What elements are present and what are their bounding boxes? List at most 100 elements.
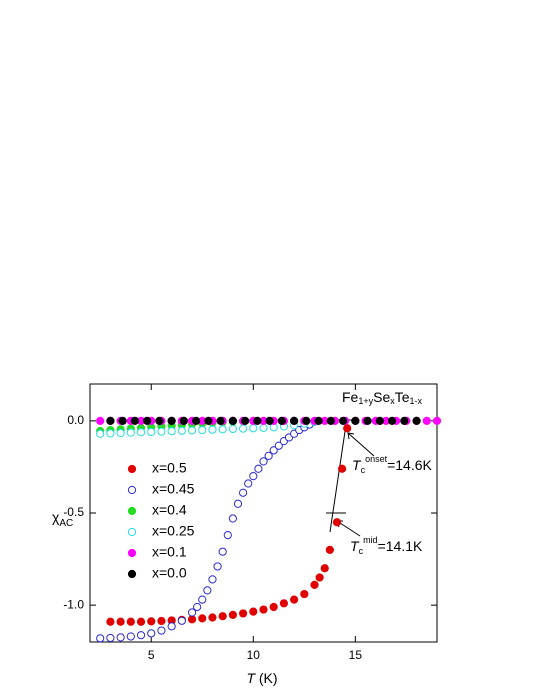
point (106, 617, 115, 626)
point (126, 632, 135, 641)
point (187, 615, 197, 624)
formula-part: 1+y (358, 396, 373, 406)
point (363, 416, 372, 425)
x-tick-label: 10 (247, 648, 261, 662)
point (106, 429, 115, 438)
point (179, 416, 188, 425)
point (126, 428, 135, 437)
point (167, 427, 176, 436)
legend-marker (127, 569, 137, 579)
point (337, 464, 347, 473)
point (193, 602, 202, 612)
point (241, 416, 250, 425)
point (223, 531, 232, 540)
point (213, 562, 222, 571)
legend-label: x=0.5 (152, 460, 187, 476)
point (204, 416, 213, 425)
point (208, 425, 217, 434)
point (157, 626, 166, 635)
point (310, 580, 319, 589)
point (218, 425, 227, 434)
mid-part: =14.1K (378, 538, 423, 554)
point (147, 617, 156, 626)
point (238, 424, 248, 433)
onset-arrowhead (347, 432, 355, 440)
x-label-main: T (246, 670, 256, 686)
point (218, 547, 227, 556)
legend-label: x=0.1 (152, 544, 187, 560)
y-tick-label: -0.5 (63, 505, 84, 519)
point (387, 416, 397, 425)
onset-part: c (361, 465, 366, 475)
point (187, 426, 197, 435)
point (208, 613, 217, 622)
point (269, 446, 278, 455)
legend-label: x=0.25 (152, 523, 195, 539)
point (339, 416, 348, 425)
point (167, 622, 176, 631)
point (277, 416, 286, 425)
mid-part: T (350, 538, 360, 554)
point (116, 617, 125, 626)
point (244, 479, 253, 488)
point (326, 416, 335, 425)
point (302, 416, 311, 425)
point (422, 416, 431, 425)
point (216, 416, 225, 425)
point (177, 426, 186, 435)
legend-marker (127, 527, 137, 537)
point (269, 602, 278, 612)
point (118, 416, 127, 425)
onset-part: =14.6K (387, 457, 432, 473)
point (233, 499, 243, 508)
point (412, 416, 421, 425)
onset-part: onset (365, 454, 388, 464)
formula-part: Se (373, 389, 390, 405)
legend-marker (127, 506, 137, 516)
x-axis-label: T (K) (246, 670, 277, 686)
point (279, 599, 289, 608)
point (106, 633, 115, 643)
point (259, 605, 268, 614)
point (116, 633, 125, 642)
annotation-lines (326, 417, 375, 537)
point (208, 575, 217, 584)
formula-part: 1-x (410, 396, 423, 406)
point (290, 416, 299, 425)
point (106, 416, 115, 425)
point (147, 629, 156, 638)
point (192, 416, 201, 425)
point (198, 595, 207, 604)
legend-label: x=0.4 (152, 502, 187, 518)
point (136, 428, 146, 437)
point (315, 573, 324, 582)
x-tick-label: 15 (349, 648, 363, 662)
point (187, 608, 197, 617)
onset-label: Tconset=14.6K (352, 454, 433, 475)
point (249, 472, 258, 481)
point (314, 416, 323, 425)
legend-marker (127, 485, 137, 495)
point (228, 424, 237, 434)
point (96, 416, 105, 425)
point (351, 416, 360, 425)
point (259, 457, 268, 466)
point (136, 617, 146, 626)
onset-arrow (347, 432, 375, 457)
point (343, 424, 352, 433)
y-tick-label: 0.0 (67, 413, 84, 427)
point (400, 416, 409, 425)
point (198, 614, 207, 623)
x-tick-label: 5 (148, 648, 155, 662)
formula-part: x (390, 396, 395, 406)
point (126, 617, 135, 626)
point (254, 464, 263, 473)
y-label-main: χ (52, 509, 60, 525)
fit-line (329, 417, 348, 533)
point (249, 607, 258, 616)
point (143, 416, 152, 425)
point (432, 416, 442, 425)
point (147, 427, 156, 437)
y-tick-label: -1.0 (63, 597, 84, 611)
